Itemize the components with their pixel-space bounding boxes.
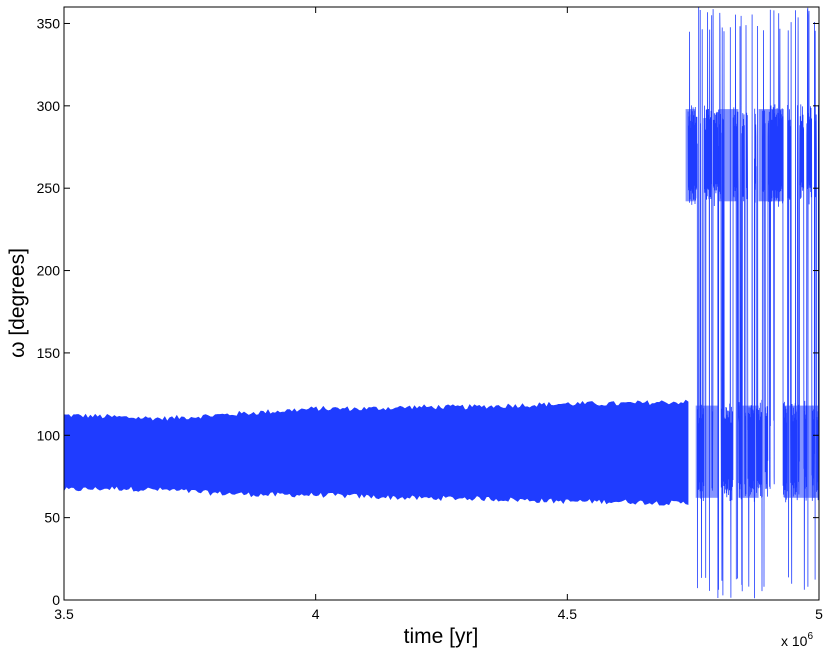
chaotic-band-3 — [738, 405, 759, 498]
series-line-chaotic — [687, 7, 819, 599]
chaotic-band-0 — [685, 109, 696, 202]
x-tick-label: 5 — [815, 606, 823, 622]
x-axis-label: time [yr] — [404, 625, 479, 648]
chaotic-band-1 — [695, 405, 719, 498]
y-tick-label: 300 — [37, 98, 61, 114]
y-axis-label: ω [degrees] — [6, 248, 29, 358]
y-tick-label: 200 — [37, 263, 61, 279]
y-tick-label: 0 — [52, 592, 60, 608]
x-multiplier-label: x 106 — [781, 631, 813, 649]
y-tick-label: 100 — [37, 427, 61, 443]
chaotic-band-5 — [783, 405, 807, 498]
x-multiplier-base: x 10 — [781, 633, 808, 649]
chaotic-band-2 — [718, 109, 739, 202]
series-envelope-regular — [64, 399, 689, 506]
data-layer — [64, 7, 819, 599]
y-tick-label: 150 — [37, 345, 61, 361]
x-tick-label: 4 — [312, 606, 320, 622]
y-tick-label: 250 — [37, 180, 61, 196]
plot-frame — [63, 6, 820, 601]
chaotic-band-6 — [806, 405, 819, 498]
x-multiplier-exponent: 6 — [807, 631, 813, 642]
y-tick-label: 50 — [44, 510, 60, 526]
chaotic-band-4 — [758, 109, 784, 202]
x-tick-label: 3.5 — [54, 606, 74, 622]
y-tick-label: 350 — [37, 15, 61, 31]
x-tick-label: 4.5 — [558, 606, 578, 622]
